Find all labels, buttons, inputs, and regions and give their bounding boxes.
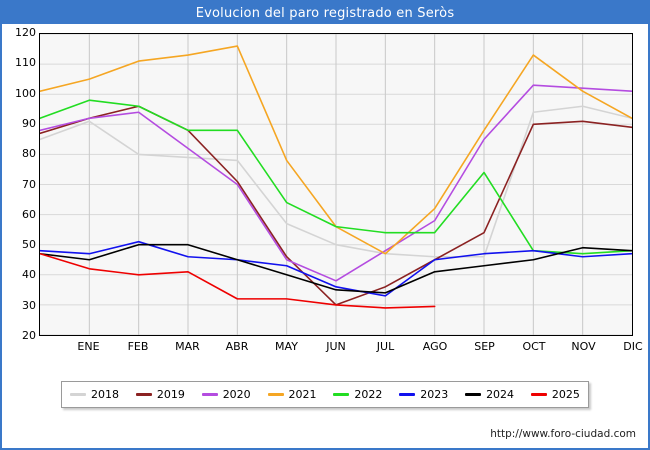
- legend-swatch-icon: [70, 393, 86, 396]
- y-axis-tick-label: 100: [15, 86, 36, 100]
- x-axis-tick-label: AGO: [422, 340, 448, 353]
- y-axis-tick-label: 90: [22, 116, 36, 130]
- legend-swatch-icon: [530, 393, 547, 396]
- legend-swatch-icon: [267, 393, 284, 396]
- series-line-2023: [40, 240, 632, 297]
- source-url: http://www.foro-ciudad.com: [490, 428, 636, 440]
- legend-swatch-icon: [465, 393, 482, 396]
- legend-label: 2023: [420, 388, 449, 401]
- x-axis-tick-label: NOV: [571, 340, 596, 353]
- series-line-2024: [40, 243, 632, 294]
- y-axis-tick-label: 20: [22, 329, 36, 342]
- y-axis-tick-label: 120: [15, 26, 36, 39]
- legend-label: 2022: [354, 388, 383, 401]
- y-axis-tick-label: 50: [22, 238, 36, 252]
- x-axis: ENE FEB MAR ABR MAY JUN JUL AGO SEP OCT NOV DIC: [39, 338, 642, 358]
- x-axis-tick-label: MAR: [175, 340, 200, 353]
- y-axis-tick-label: 80: [22, 147, 36, 161]
- y-axis-tick-label: 30: [22, 298, 36, 312]
- legend-label: 2025: [551, 388, 580, 401]
- x-axis-tick-label: DIC: [623, 340, 643, 353]
- window-title-bar: Evolucion del paro registrado en Seròs: [2, 2, 648, 24]
- legend-item-2019[interactable]: 2019: [135, 388, 185, 401]
- legend-swatch-icon: [135, 393, 152, 396]
- legend-item-2018[interactable]: 2018: [70, 388, 119, 401]
- x-axis-tick-label: SEP: [474, 340, 495, 353]
- plot-canvas: [39, 33, 633, 336]
- legend-swatch-icon: [201, 393, 218, 396]
- legend-item-2020[interactable]: 2020: [201, 388, 251, 401]
- legend-item-2024[interactable]: 2024: [465, 388, 514, 401]
- legend-swatch-icon: [399, 393, 416, 396]
- y-axis-tick-label: 40: [22, 268, 36, 282]
- x-axis-tick-label: JUL: [376, 340, 395, 353]
- x-axis-tick-label: ABR: [225, 340, 249, 353]
- legend-label: 2021: [288, 388, 317, 401]
- legend-label: 2024: [486, 388, 515, 401]
- legend-item-2022[interactable]: 2022: [333, 388, 382, 401]
- legend-item-2023[interactable]: 2023: [399, 388, 448, 401]
- legend-label: 2018: [91, 388, 119, 401]
- y-axis: 120 110 100 90 80 70 60 50 40 30 20: [2, 27, 36, 341]
- y-axis-tick-label: 70: [22, 177, 36, 191]
- x-axis-tick-label: OCT: [522, 340, 546, 353]
- y-axis-tick-label: 60: [22, 207, 36, 221]
- chart-legend: 2018 2019 2020 2021 2022 2023 2024 2025: [61, 381, 589, 408]
- legend-item-2021[interactable]: 2021: [267, 388, 317, 401]
- legend-label: 2019: [156, 388, 185, 401]
- x-axis-tick-label: FEB: [127, 340, 149, 353]
- series-lines: [40, 34, 632, 335]
- x-axis-tick-label: MAY: [275, 340, 298, 353]
- series-line-2025: [40, 252, 436, 309]
- y-axis-tick-label: 110: [15, 56, 36, 70]
- legend-swatch-icon: [333, 393, 350, 396]
- chart-area: 120 110 100 90 80 70 60 50 40 30 20 ENE FEB MAR ABR MA…: [2, 24, 648, 448]
- legend-label: 2020: [222, 388, 251, 401]
- x-axis-tick-label: JUN: [326, 340, 346, 353]
- series-line-2020: [40, 84, 632, 282]
- x-axis-tick-label: ENE: [77, 340, 100, 353]
- series-line-2018: [40, 105, 632, 258]
- page-title: Evolucion del paro registrado en Seròs: [195, 5, 455, 21]
- legend-item-2025[interactable]: 2025: [530, 388, 580, 401]
